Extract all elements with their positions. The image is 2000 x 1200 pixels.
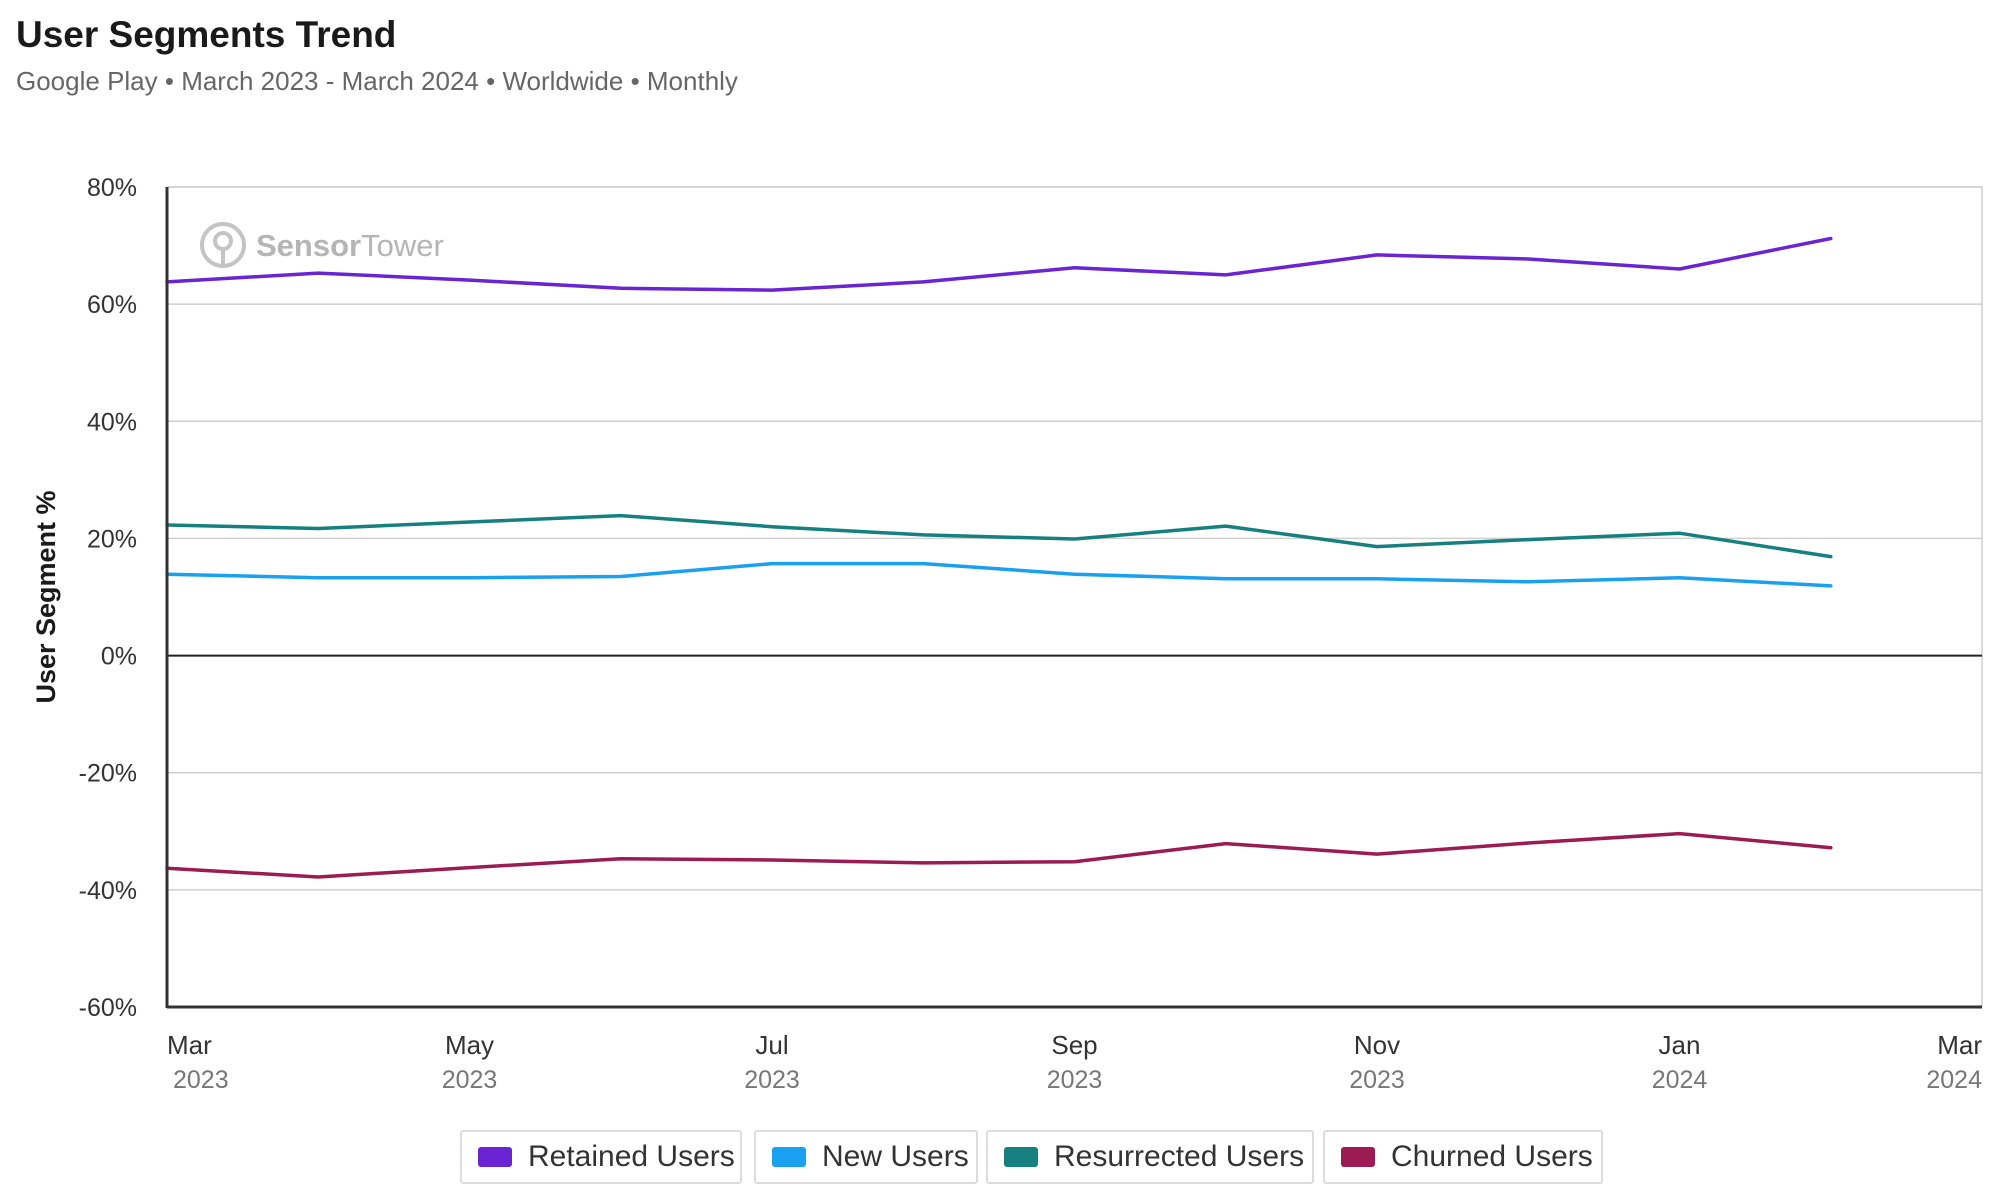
legend-item-resurrected-users[interactable]: Resurrected Users bbox=[986, 1130, 1314, 1184]
axes bbox=[165, 186, 1983, 1009]
x-tick-month: Jan bbox=[1659, 1030, 1701, 1060]
legend-item-new-users[interactable]: New Users bbox=[754, 1130, 978, 1184]
x-tick-year: 2023 bbox=[1349, 1066, 1405, 1094]
x-tick-year: 2023 bbox=[442, 1066, 498, 1094]
series-line-churned-users bbox=[165, 831, 1833, 879]
y-tick-label: 0% bbox=[101, 643, 137, 671]
chart-title: User Segments Trend bbox=[16, 14, 397, 55]
y-tick-label: 80% bbox=[87, 174, 137, 202]
y-tick-labels: 80% 60% 40% 20% 0% -20% -40% -60% bbox=[79, 174, 137, 1022]
legend-item-retained-users[interactable]: Retained Users bbox=[460, 1130, 742, 1184]
chart-legend: Retained Users New Users Resurrected Users… bbox=[0, 1130, 2000, 1188]
series-line-retained-users bbox=[165, 236, 1833, 292]
x-tick-year: 2023 bbox=[744, 1066, 800, 1094]
svg-text:SensorTower: SensorTower bbox=[256, 228, 444, 263]
series-line-resurrected-users bbox=[165, 513, 1833, 559]
x-tick-month: Jul bbox=[755, 1030, 788, 1060]
y-tick-label: 40% bbox=[87, 408, 137, 436]
watermark-brand-bold: Sensor bbox=[256, 228, 361, 263]
x-tick-year: 2023 bbox=[173, 1066, 229, 1094]
legend-label: New Users bbox=[822, 1140, 969, 1173]
y-tick-label: 20% bbox=[87, 525, 137, 553]
legend-label: Resurrected Users bbox=[1054, 1140, 1305, 1173]
y-tick-label: -20% bbox=[79, 760, 137, 788]
x-tick-labels: Mar 2023 May 2023 Jul 2023 Sep 2023 Nov 2023 Jan 20… bbox=[167, 1030, 1982, 1094]
legend-swatch bbox=[1341, 1147, 1375, 1167]
x-tick-month: Mar bbox=[1937, 1030, 1982, 1060]
sensortower-logo-icon bbox=[200, 222, 246, 268]
legend-item-churned-users[interactable]: Churned Users bbox=[1323, 1130, 1603, 1184]
x-tick-month: Sep bbox=[1051, 1030, 1097, 1060]
x-tick-year: 2023 bbox=[1047, 1066, 1103, 1094]
y-axis-label: User Segment % bbox=[31, 490, 61, 703]
x-tick-year: 2024 bbox=[1926, 1066, 1982, 1094]
y-tick-label: 60% bbox=[87, 291, 137, 319]
legend-label: Retained Users bbox=[528, 1140, 735, 1173]
series-lines bbox=[165, 236, 1833, 879]
watermark-brand-light: Tower bbox=[361, 228, 444, 263]
x-tick-year: 2024 bbox=[1652, 1066, 1708, 1094]
x-tick-month: May bbox=[445, 1030, 494, 1060]
legend-swatch bbox=[478, 1147, 512, 1167]
chart-subtitle: Google Play • March 2023 - March 2024 • … bbox=[16, 66, 738, 96]
y-tick-label: -60% bbox=[79, 994, 137, 1022]
gridlines bbox=[167, 186, 1982, 1008]
legend-swatch bbox=[1004, 1147, 1038, 1167]
legend-swatch bbox=[772, 1147, 806, 1167]
legend-label: Churned Users bbox=[1391, 1140, 1593, 1173]
y-tick-label: -40% bbox=[79, 877, 137, 905]
sensortower-watermark: SensorTower bbox=[200, 222, 444, 268]
x-tick-month: Nov bbox=[1354, 1030, 1400, 1060]
series-line-new-users bbox=[165, 561, 1833, 588]
x-tick-month: Mar bbox=[167, 1030, 212, 1060]
